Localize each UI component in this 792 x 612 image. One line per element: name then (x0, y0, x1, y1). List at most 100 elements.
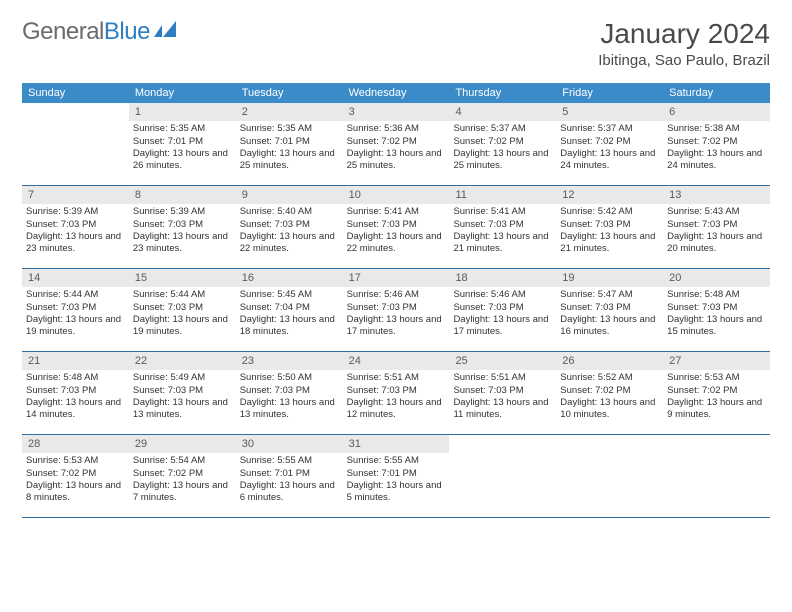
sunrise: Sunrise: 5:35 AM (133, 123, 232, 135)
daylight: Daylight: 13 hours and 22 minutes. (347, 231, 446, 256)
sunset: Sunset: 7:03 PM (26, 219, 125, 231)
daylight: Daylight: 13 hours and 21 minutes. (453, 231, 552, 256)
sunset: Sunset: 7:03 PM (240, 385, 339, 397)
daylight: Daylight: 13 hours and 23 minutes. (133, 231, 232, 256)
day-number: 4 (449, 103, 556, 121)
day-cell: 4Sunrise: 5:37 AMSunset: 7:02 PMDaylight… (449, 103, 556, 185)
day-info: Sunrise: 5:53 AMSunset: 7:02 PMDaylight:… (663, 370, 770, 425)
sunset: Sunset: 7:03 PM (133, 219, 232, 231)
sunrise: Sunrise: 5:51 AM (347, 372, 446, 384)
day-cell: 15Sunrise: 5:44 AMSunset: 7:03 PMDayligh… (129, 269, 236, 351)
sunrise: Sunrise: 5:54 AM (133, 455, 232, 467)
daylight: Daylight: 13 hours and 24 minutes. (667, 148, 766, 173)
sunset: Sunset: 7:03 PM (347, 219, 446, 231)
day-info: Sunrise: 5:51 AMSunset: 7:03 PMDaylight:… (449, 370, 556, 425)
sunset: Sunset: 7:03 PM (453, 385, 552, 397)
sunset: Sunset: 7:04 PM (240, 302, 339, 314)
day-cell: 30Sunrise: 5:55 AMSunset: 7:01 PMDayligh… (236, 435, 343, 517)
dow-sun: Sunday (22, 83, 129, 103)
day-cell: 29Sunrise: 5:54 AMSunset: 7:02 PMDayligh… (129, 435, 236, 517)
daylight: Daylight: 13 hours and 18 minutes. (240, 314, 339, 339)
day-cell: 24Sunrise: 5:51 AMSunset: 7:03 PMDayligh… (343, 352, 450, 434)
day-number: 5 (556, 103, 663, 121)
daylight: Daylight: 13 hours and 19 minutes. (133, 314, 232, 339)
day-cell: 8Sunrise: 5:39 AMSunset: 7:03 PMDaylight… (129, 186, 236, 268)
sunrise: Sunrise: 5:48 AM (26, 372, 125, 384)
day-number: 16 (236, 269, 343, 287)
sunrise: Sunrise: 5:52 AM (560, 372, 659, 384)
sunrise: Sunrise: 5:55 AM (347, 455, 446, 467)
sunrise: Sunrise: 5:44 AM (133, 289, 232, 301)
daylight: Daylight: 13 hours and 20 minutes. (667, 231, 766, 256)
day-info: Sunrise: 5:39 AMSunset: 7:03 PMDaylight:… (22, 204, 129, 259)
day-number: 17 (343, 269, 450, 287)
sunset: Sunset: 7:03 PM (133, 302, 232, 314)
day-cell: 6Sunrise: 5:38 AMSunset: 7:02 PMDaylight… (663, 103, 770, 185)
sunset: Sunset: 7:03 PM (560, 302, 659, 314)
dow-row: Sunday Monday Tuesday Wednesday Thursday… (22, 83, 770, 103)
day-cell (556, 435, 663, 517)
day-info: Sunrise: 5:44 AMSunset: 7:03 PMDaylight:… (22, 287, 129, 342)
sunset: Sunset: 7:03 PM (453, 219, 552, 231)
sunset: Sunset: 7:01 PM (240, 468, 339, 480)
daylight: Daylight: 13 hours and 17 minutes. (453, 314, 552, 339)
dow-tue: Tuesday (236, 83, 343, 103)
daylight: Daylight: 13 hours and 10 minutes. (560, 397, 659, 422)
day-number: 19 (556, 269, 663, 287)
sunset: Sunset: 7:03 PM (133, 385, 232, 397)
day-number: 9 (236, 186, 343, 204)
day-number: 6 (663, 103, 770, 121)
day-cell: 28Sunrise: 5:53 AMSunset: 7:02 PMDayligh… (22, 435, 129, 517)
day-cell: 12Sunrise: 5:42 AMSunset: 7:03 PMDayligh… (556, 186, 663, 268)
daylight: Daylight: 13 hours and 9 minutes. (667, 397, 766, 422)
day-info: Sunrise: 5:48 AMSunset: 7:03 PMDaylight:… (22, 370, 129, 425)
day-cell: 2Sunrise: 5:35 AMSunset: 7:01 PMDaylight… (236, 103, 343, 185)
day-info: Sunrise: 5:41 AMSunset: 7:03 PMDaylight:… (449, 204, 556, 259)
day-number: 20 (663, 269, 770, 287)
day-info: Sunrise: 5:36 AMSunset: 7:02 PMDaylight:… (343, 121, 450, 176)
dow-mon: Monday (129, 83, 236, 103)
day-info: Sunrise: 5:39 AMSunset: 7:03 PMDaylight:… (129, 204, 236, 259)
sunset: Sunset: 7:03 PM (453, 302, 552, 314)
sunrise: Sunrise: 5:36 AM (347, 123, 446, 135)
day-cell: 27Sunrise: 5:53 AMSunset: 7:02 PMDayligh… (663, 352, 770, 434)
day-cell: 19Sunrise: 5:47 AMSunset: 7:03 PMDayligh… (556, 269, 663, 351)
day-info: Sunrise: 5:49 AMSunset: 7:03 PMDaylight:… (129, 370, 236, 425)
sunrise: Sunrise: 5:55 AM (240, 455, 339, 467)
sunrise: Sunrise: 5:37 AM (453, 123, 552, 135)
dow-wed: Wednesday (343, 83, 450, 103)
daylight: Daylight: 13 hours and 26 minutes. (133, 148, 232, 173)
day-cell: 16Sunrise: 5:45 AMSunset: 7:04 PMDayligh… (236, 269, 343, 351)
sunset: Sunset: 7:02 PM (133, 468, 232, 480)
day-cell: 22Sunrise: 5:49 AMSunset: 7:03 PMDayligh… (129, 352, 236, 434)
day-info: Sunrise: 5:41 AMSunset: 7:03 PMDaylight:… (343, 204, 450, 259)
day-info: Sunrise: 5:48 AMSunset: 7:03 PMDaylight:… (663, 287, 770, 342)
sunset: Sunset: 7:03 PM (347, 302, 446, 314)
sunrise: Sunrise: 5:43 AM (667, 206, 766, 218)
logo: GeneralBlue (22, 18, 180, 46)
sunrise: Sunrise: 5:37 AM (560, 123, 659, 135)
daylight: Daylight: 13 hours and 6 minutes. (240, 480, 339, 505)
header: GeneralBlue January 2024 Ibitinga, Sao P… (22, 18, 770, 69)
daylight: Daylight: 13 hours and 21 minutes. (560, 231, 659, 256)
day-number: 8 (129, 186, 236, 204)
sunset: Sunset: 7:03 PM (667, 302, 766, 314)
day-number: 12 (556, 186, 663, 204)
day-cell: 18Sunrise: 5:46 AMSunset: 7:03 PMDayligh… (449, 269, 556, 351)
day-number: 7 (22, 186, 129, 204)
sunrise: Sunrise: 5:48 AM (667, 289, 766, 301)
day-number: 22 (129, 352, 236, 370)
day-number: 27 (663, 352, 770, 370)
day-cell (22, 103, 129, 185)
day-number: 14 (22, 269, 129, 287)
day-number: 29 (129, 435, 236, 453)
day-info: Sunrise: 5:46 AMSunset: 7:03 PMDaylight:… (449, 287, 556, 342)
daylight: Daylight: 13 hours and 11 minutes. (453, 397, 552, 422)
day-info: Sunrise: 5:50 AMSunset: 7:03 PMDaylight:… (236, 370, 343, 425)
day-cell: 7Sunrise: 5:39 AMSunset: 7:03 PMDaylight… (22, 186, 129, 268)
sunset: Sunset: 7:02 PM (453, 136, 552, 148)
sunrise: Sunrise: 5:41 AM (347, 206, 446, 218)
daylight: Daylight: 13 hours and 16 minutes. (560, 314, 659, 339)
sunset: Sunset: 7:02 PM (667, 136, 766, 148)
sunrise: Sunrise: 5:53 AM (667, 372, 766, 384)
